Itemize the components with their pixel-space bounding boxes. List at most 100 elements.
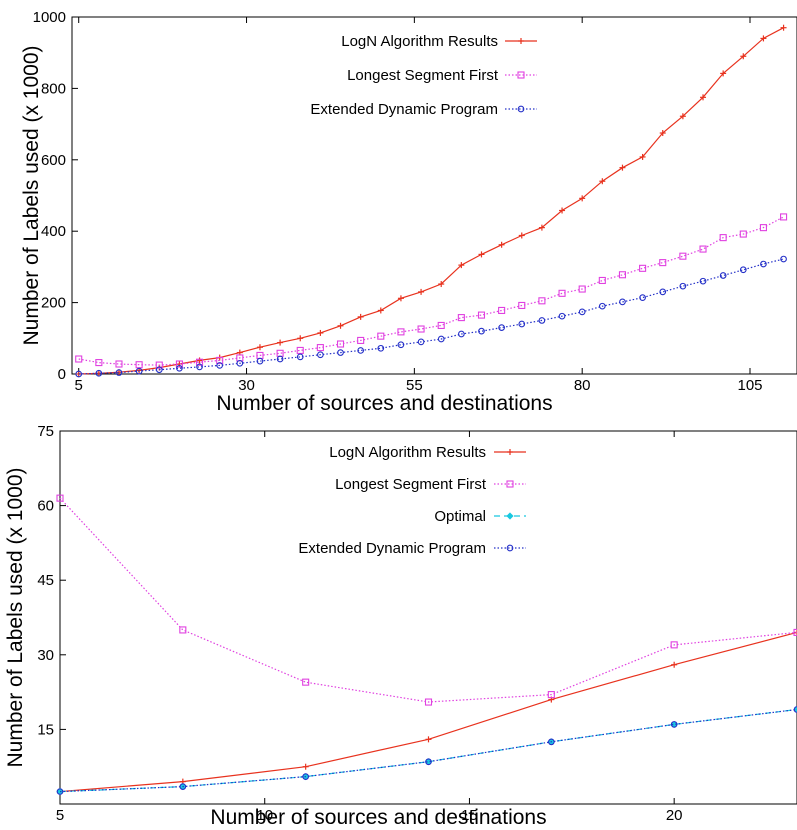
- data-point: [578, 285, 586, 293]
- data-point: [135, 367, 143, 375]
- data-point: [739, 230, 747, 238]
- legend-entry: Extended Dynamic Program: [310, 101, 537, 118]
- x-tick-label: 80: [574, 377, 591, 394]
- data-point: [216, 356, 224, 364]
- data-point: [780, 213, 788, 221]
- data-point: [75, 355, 83, 363]
- data-point: [478, 251, 485, 258]
- series-2: [75, 213, 788, 369]
- y-axis-title: Number of Labels used (x 1000): [20, 46, 43, 346]
- data-point: [538, 297, 546, 305]
- data-point: [438, 281, 445, 288]
- data-point: [236, 359, 244, 367]
- data-point: [739, 266, 747, 274]
- chart-1: 5 30 55 80 105 0 200 400 600 800 1000 Number of sou…: [20, 9, 797, 415]
- legend-label: Extended Dynamic Program: [310, 101, 498, 118]
- data-point: [397, 341, 405, 349]
- data-point: [598, 302, 606, 310]
- legend-entry: Extended Dynamic Program: [298, 540, 526, 557]
- data-point: [559, 207, 566, 214]
- x-tick-label: 10: [256, 807, 273, 824]
- y-tick-label: 15: [37, 721, 54, 738]
- data-point: [95, 359, 103, 367]
- data-point: [277, 339, 284, 346]
- data-point: [135, 361, 143, 369]
- data-point: [195, 358, 204, 366]
- data-point: [56, 494, 64, 502]
- data-point: [578, 308, 586, 316]
- y-tick-label: 60: [37, 498, 54, 515]
- x-tick-label: 15: [461, 807, 478, 824]
- data-point: [317, 329, 324, 336]
- legend-marker: [518, 38, 524, 44]
- data-point: [418, 288, 425, 295]
- data-point: [397, 328, 405, 336]
- legend-label: LogN Algorithm Results: [341, 33, 498, 50]
- data-point: [437, 335, 445, 343]
- data-point: [357, 347, 365, 354]
- legend-marker: [517, 71, 525, 79]
- x-tick-label: 20: [666, 807, 683, 824]
- legend-entry: Optimal: [434, 508, 526, 525]
- data-point: [579, 195, 586, 202]
- legend-label: Longest Segment First: [347, 67, 499, 84]
- data-point: [618, 271, 627, 279]
- series-1: [57, 629, 797, 795]
- x-tick-label: 5: [75, 377, 83, 394]
- data-point: [699, 245, 707, 253]
- data-point: [297, 335, 304, 342]
- data-point: [740, 53, 747, 60]
- data-point: [417, 338, 425, 346]
- data-point: [424, 698, 433, 706]
- data-point: [679, 282, 687, 290]
- legend-marker: [506, 512, 514, 520]
- data-point: [659, 130, 666, 137]
- data-point: [196, 363, 203, 371]
- data-point: [760, 260, 767, 268]
- plot-frame: [71, 16, 797, 375]
- data-point: [671, 661, 678, 668]
- data-point: [56, 788, 64, 795]
- data-point: [699, 277, 707, 285]
- data-point: [115, 369, 123, 376]
- series-2: [56, 494, 797, 706]
- y-axis-title: Number of Labels used (x 1000): [4, 468, 27, 768]
- data-point: [175, 360, 183, 368]
- data-point: [316, 344, 324, 352]
- data-point: [95, 369, 103, 377]
- data-point: [793, 705, 797, 714]
- data-point: [793, 706, 797, 713]
- data-point: [377, 332, 385, 340]
- legend-label: Longest Segment First: [335, 476, 487, 493]
- data-point: [558, 312, 566, 320]
- plot-frame: [59, 430, 797, 805]
- data-point: [302, 773, 310, 780]
- data-point: [760, 35, 767, 42]
- y-tick-label: 75: [37, 423, 54, 440]
- data-point: [599, 178, 606, 185]
- data-point: [296, 346, 304, 354]
- y-tick-label: 400: [41, 223, 66, 240]
- data-point: [276, 355, 284, 363]
- y-tick-label: 30: [37, 647, 54, 664]
- data-point: [179, 783, 187, 790]
- x-tick-label: 30: [238, 377, 255, 394]
- data-point: [357, 313, 364, 320]
- data-point: [538, 317, 546, 324]
- x-tick-label: 55: [406, 377, 423, 394]
- data-point: [780, 24, 787, 31]
- y-tick-label: 600: [41, 152, 66, 169]
- data-point: [780, 255, 787, 263]
- data-point: [457, 314, 465, 322]
- data-point: [498, 324, 505, 331]
- y-tick-label: 800: [41, 80, 66, 97]
- series-line: [59, 708, 797, 793]
- data-point: [670, 721, 678, 728]
- series-line: [59, 631, 797, 793]
- data-point: [679, 252, 687, 260]
- series-line: [78, 258, 784, 375]
- series-4: [56, 706, 797, 795]
- data-point: [256, 357, 264, 365]
- x-axis-title: Number of sources and destinations: [210, 806, 546, 829]
- data-point: [759, 224, 767, 232]
